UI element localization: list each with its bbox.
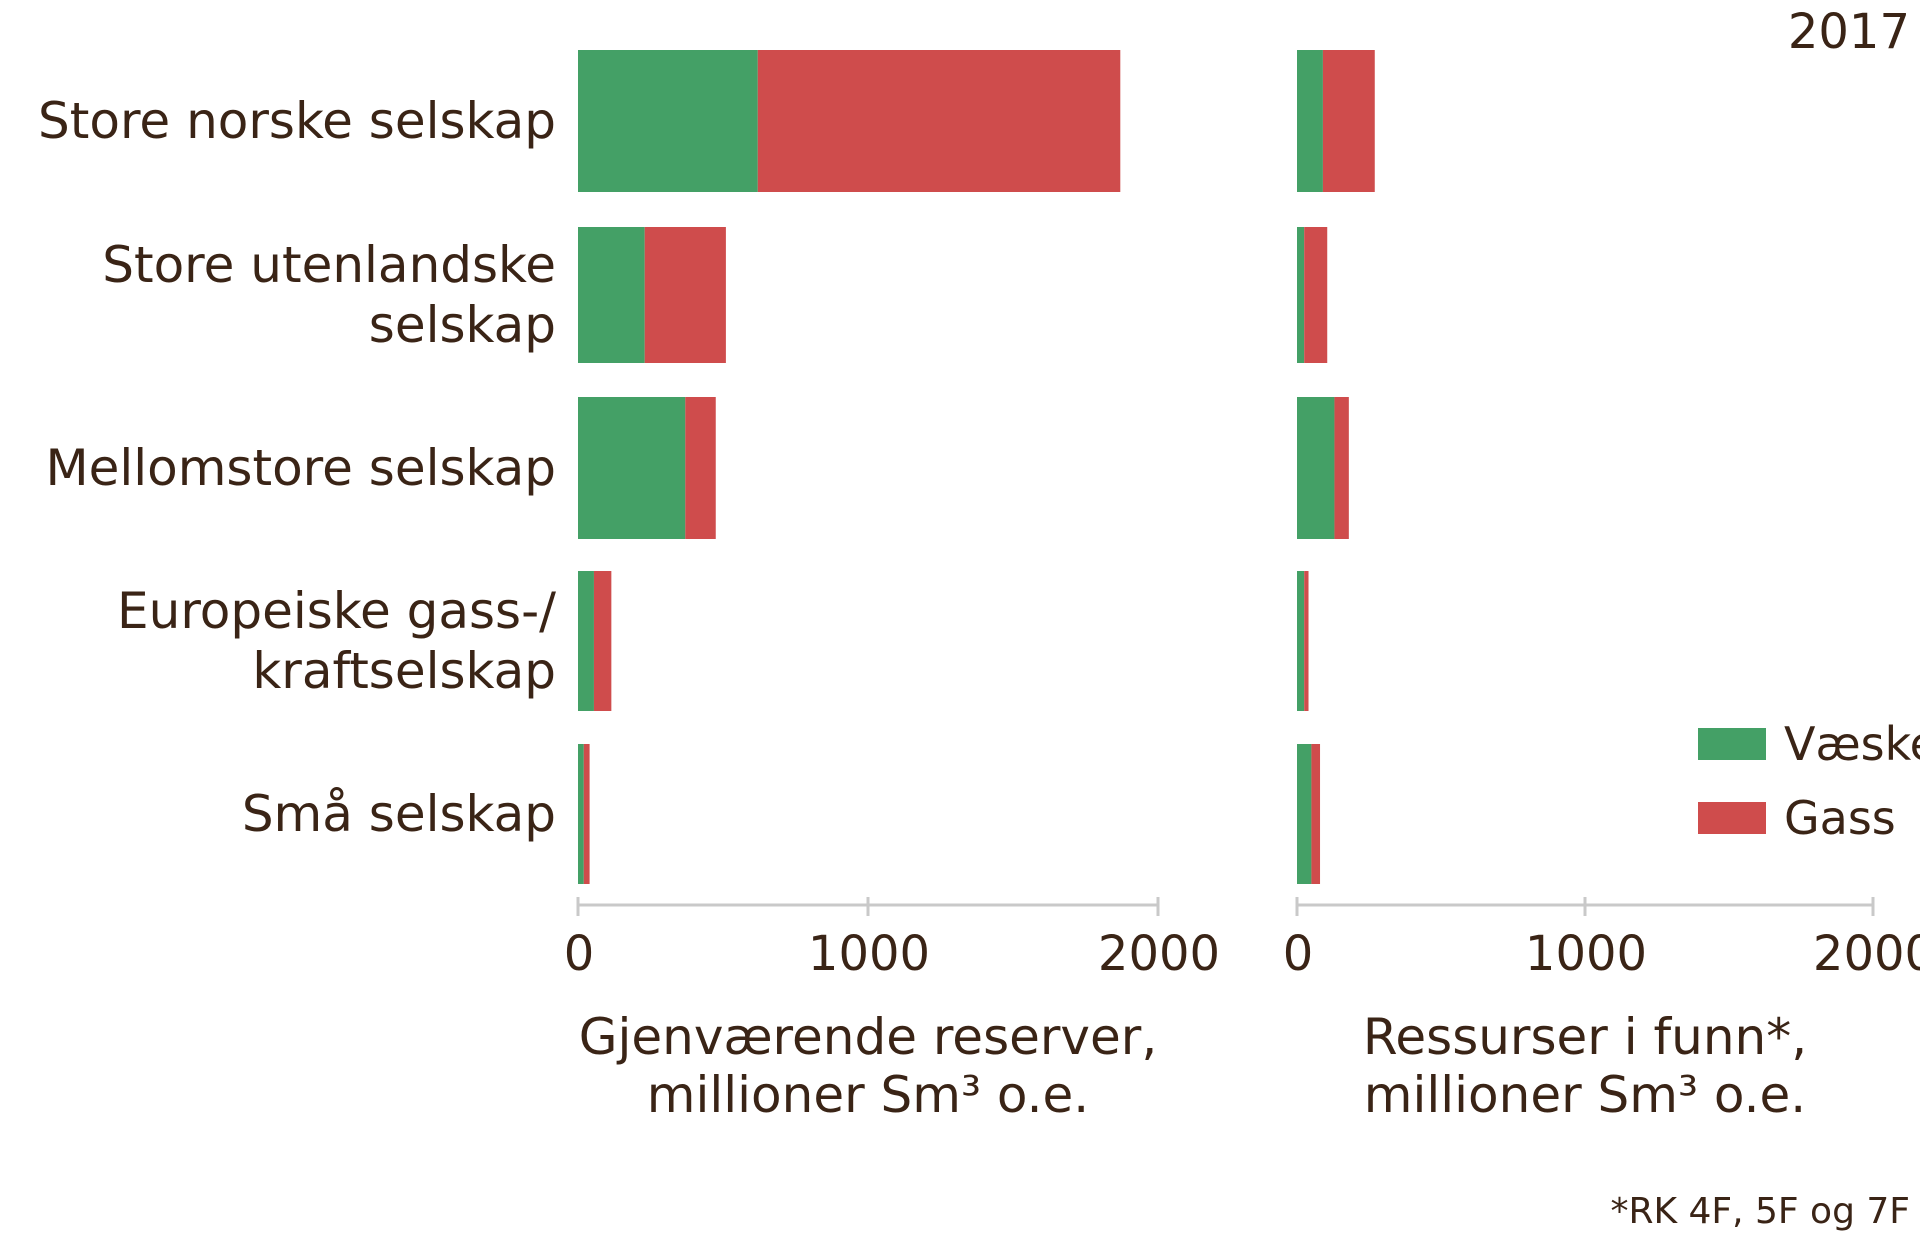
bar-segment-væske [578,397,686,539]
x-tick-label: 1000 [808,926,930,982]
bar-segment-væske [1297,397,1335,539]
bar-segment-væske [578,571,594,711]
x-tick-label: 0 [1283,926,1314,982]
footnote: *RK 4F, 5F og 7F [1610,1191,1910,1232]
category-label: Mellomstore selskap [45,439,556,497]
bar-segment-gass [1311,744,1321,884]
bar-segment-væske [578,50,758,192]
legend-swatch-gass [1698,802,1766,834]
legend: Væske Gass [1698,717,1920,845]
x-axis-title: millioner Sm³ o.e. [1364,1066,1806,1124]
bar-segment-gass [644,227,726,363]
bar-segment-gass [685,397,716,539]
bar-segment-gass [1304,227,1328,363]
category-label: kraftselskap [252,642,556,700]
category-label: Europeiske gass-/ [117,582,556,640]
x-axis-title: millioner Sm³ o.e. [647,1066,1089,1124]
legend-label: Væske [1784,717,1920,771]
bar-segment-væske [1297,50,1323,192]
bar-segment-væske [1297,227,1305,363]
bar-segment-gass [593,571,612,711]
bar-segment-gass [1322,50,1375,192]
category-label: Store utenlandske [102,236,556,294]
bar-segment-gass [757,50,1121,192]
bar-segment-gass [1334,397,1349,539]
bar-segment-gass [583,744,590,884]
category-labels: Store norske selskap Store utenlandskesel… [38,92,556,843]
legend-swatch-væske [1698,728,1766,760]
bar-segment-væske [578,227,645,363]
bar-segment-væske [1297,571,1305,711]
year-label: 2017 [1788,4,1910,60]
bar-segment-gass [1304,571,1309,711]
legend-label: Gass [1784,791,1896,845]
panel-1: 0 1000 2000 Gjenværende reserver,millioner … [564,50,1220,1124]
category-label: Små selskap [242,785,556,843]
bar-segment-væske [1297,744,1312,884]
x-tick-label: 0 [564,926,595,982]
x-axis-title: Ressurser i funn*, [1363,1008,1807,1066]
category-label: Store norske selskap [38,92,556,150]
x-tick-label: 2000 [1813,926,1920,982]
x-tick-label: 2000 [1098,926,1220,982]
x-tick-label: 1000 [1525,926,1647,982]
x-axis-title: Gjenværende reserver, [579,1008,1157,1066]
bar-segment-væske [578,744,584,884]
category-label: selskap [369,296,556,354]
